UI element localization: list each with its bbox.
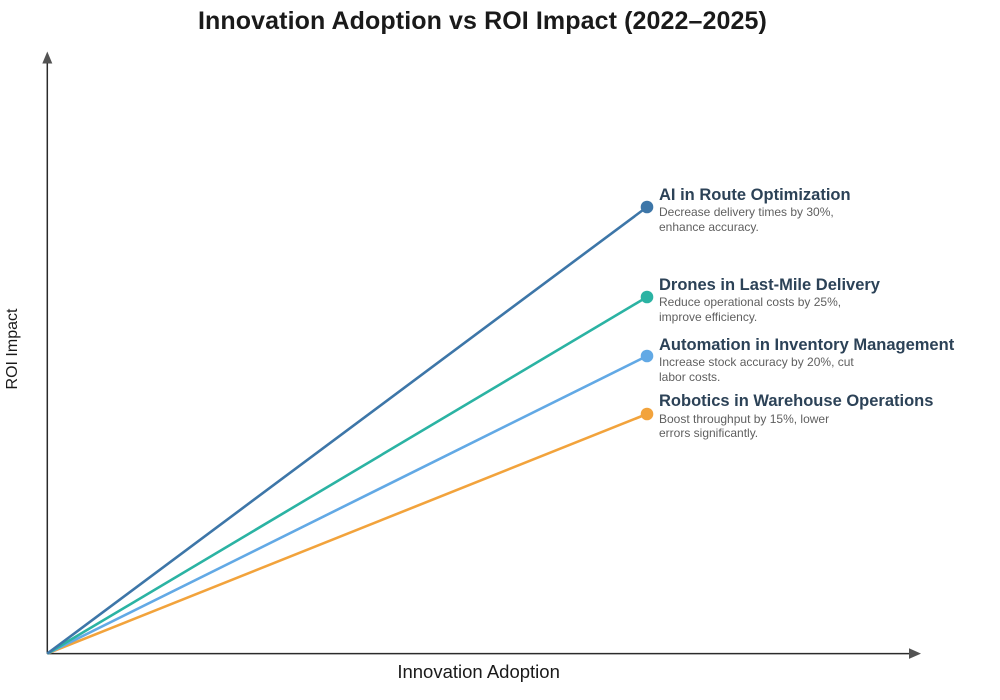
svg-text:Innovation Adoption: Innovation Adoption [397,661,560,682]
svg-text:ROI Impact: ROI Impact [4,308,21,389]
